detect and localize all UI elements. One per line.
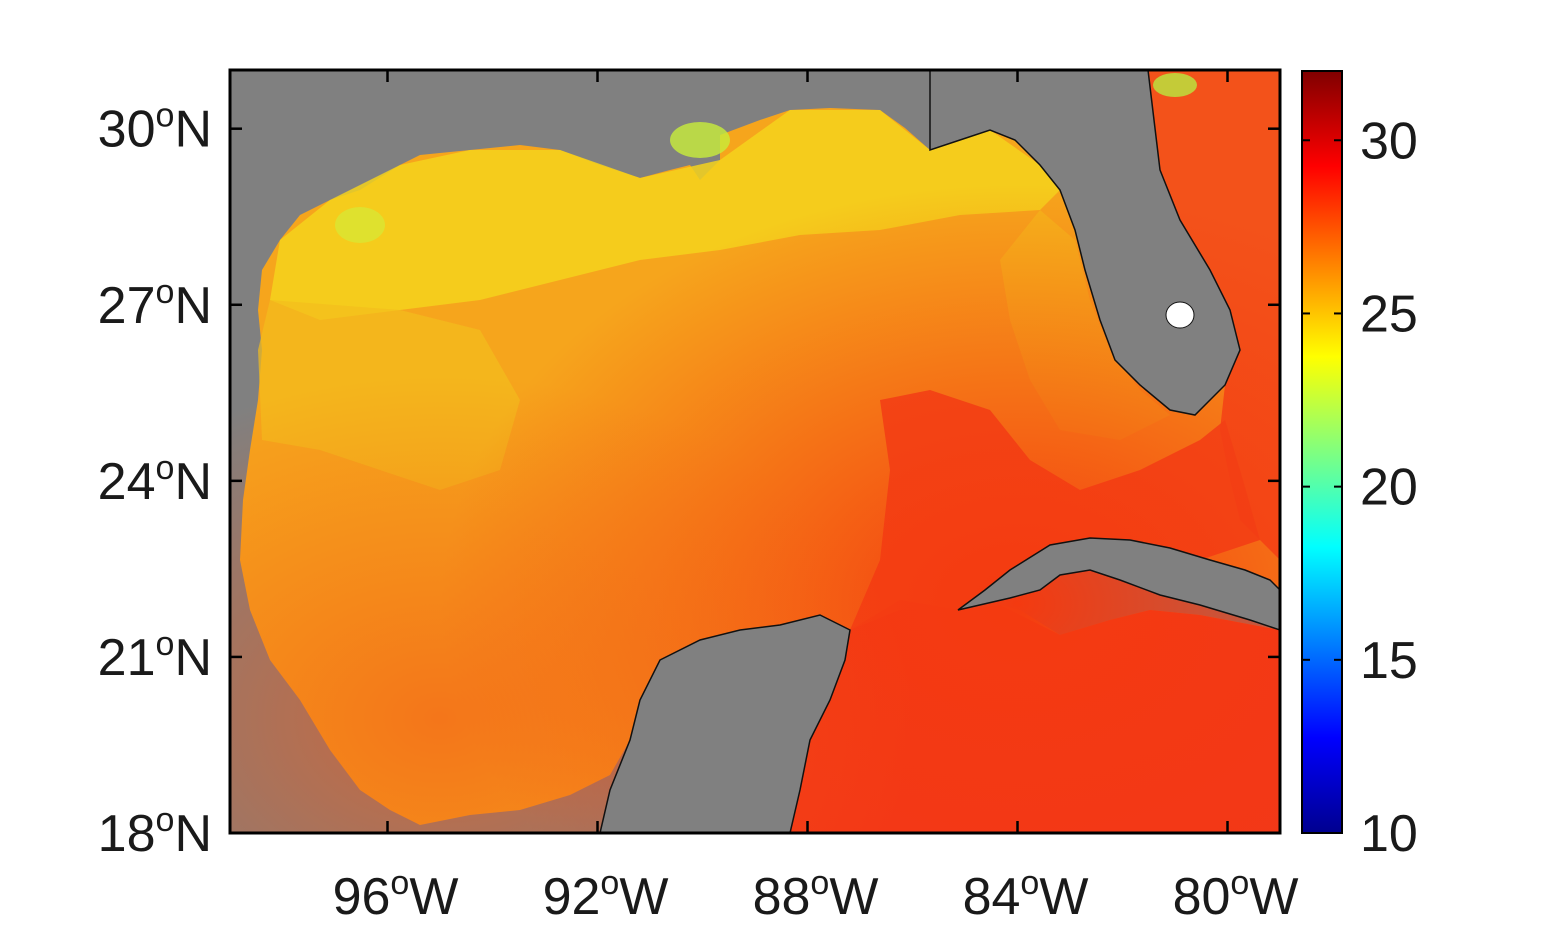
lon-tick-label-hemisphere: W	[1249, 868, 1298, 926]
yucatan-land	[599, 614, 851, 833]
lat-tick-label-number: 24	[98, 453, 156, 511]
lat-tick-label: 24oN	[98, 449, 212, 511]
lat-tick-label: 18oN	[98, 801, 212, 863]
cuba-land	[957, 537, 1280, 631]
map-area	[230, 70, 1280, 833]
lon-tick-label-degree: o	[1230, 864, 1249, 902]
colorbar-frame	[1301, 70, 1343, 834]
colorbar-tick-label: 30	[1360, 112, 1418, 170]
atlantic-cool-patch	[1153, 73, 1197, 97]
lon-tick-label: 96oW	[333, 864, 459, 926]
lon-tick-label-degree: o	[1020, 864, 1039, 902]
lat-tick-label-hemisphere: N	[174, 629, 212, 687]
lon-tick-label: 88oW	[753, 864, 879, 926]
colorbar-tick-label: 15	[1360, 632, 1418, 690]
lon-tick-label-hemisphere: W	[619, 868, 668, 926]
lon-tick-label-hemisphere: W	[409, 868, 458, 926]
lat-tick-label-number: 18	[98, 805, 156, 863]
lat-tick-label-degree: o	[156, 449, 175, 487]
colorbar-tick-label: 10	[1360, 805, 1418, 863]
longitude-axis: 96oW 92oW 88oW 84oW 80oW	[333, 70, 1299, 926]
lon-tick-label: 84oW	[963, 864, 1089, 926]
lat-tick-label-degree: o	[156, 625, 175, 663]
lon-tick-label-number: 84	[963, 868, 1021, 926]
lon-tick-label-hemisphere: W	[829, 868, 878, 926]
lat-tick-label-degree: o	[156, 273, 175, 311]
colorbar-tick-label: 25	[1360, 285, 1418, 343]
lon-tick-label: 92oW	[543, 864, 669, 926]
lon-tick-label: 80oW	[1173, 864, 1299, 926]
lon-tick-label-hemisphere: W	[1039, 868, 1088, 926]
map-frame	[228, 68, 1282, 835]
lon-tick-label-number: 92	[543, 868, 601, 926]
lat-tick-label-number: 27	[98, 277, 156, 335]
lat-tick-label: 27oN	[98, 273, 212, 335]
lat-tick-label-degree: o	[156, 97, 175, 135]
texas-cool-patch	[335, 207, 385, 243]
colorbar	[1302, 71, 1342, 833]
lat-tick-label: 21oN	[98, 625, 212, 687]
colorbar-tick-label: 20	[1360, 459, 1418, 517]
lat-tick-label-number: 21	[98, 629, 156, 687]
lon-tick-label-number: 96	[333, 868, 391, 926]
florida-land	[929, 70, 1241, 416]
colorbar-axis: 30 25 20 15 10	[1302, 112, 1418, 863]
lat-tick-label-hemisphere: N	[174, 453, 212, 511]
lat-tick-label-hemisphere: N	[174, 277, 212, 335]
lon-tick-label-degree: o	[600, 864, 619, 902]
lat-tick-label-hemisphere: N	[174, 101, 212, 159]
lat-tick-label-degree: o	[156, 801, 175, 839]
lon-tick-label-number: 80	[1173, 868, 1231, 926]
delta-cool-patch	[670, 122, 730, 158]
lake-okeechobee	[1165, 301, 1195, 329]
lon-tick-label-degree: o	[810, 864, 829, 902]
lat-tick-label-hemisphere: N	[174, 805, 212, 863]
lat-tick-label-number: 30	[98, 101, 156, 159]
lon-tick-label-number: 88	[753, 868, 811, 926]
lat-tick-label: 30oN	[98, 97, 212, 159]
lon-tick-label-degree: o	[390, 864, 409, 902]
